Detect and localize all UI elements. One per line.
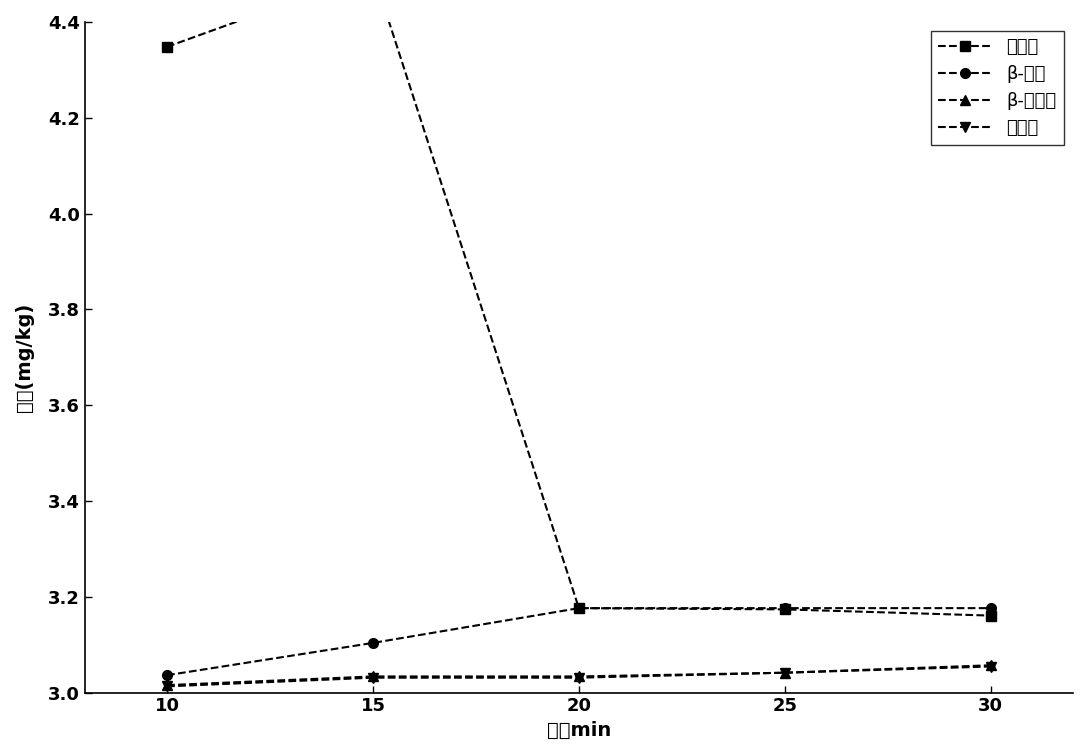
β-细辛醒 — [161, 680, 174, 689]
黄樟素 — [778, 668, 791, 677]
Line: β-萊酚: β-萊酚 — [162, 603, 996, 680]
Line: β-细辛醒: β-细辛醒 — [162, 661, 996, 690]
黄樟素 — [572, 673, 585, 683]
β-萊酚 — [367, 639, 380, 648]
β-萊酚 — [778, 603, 791, 612]
β-细辛醒 — [778, 668, 791, 677]
苝麻酚 — [572, 603, 585, 612]
β-萊酚 — [985, 603, 998, 612]
X-axis label: 时间min: 时间min — [547, 721, 611, 740]
Legend: 苝麻酚, β-萊酚, β-细辛醒, 黄樟素: 苝麻酚, β-萊酚, β-细辛醒, 黄樟素 — [931, 31, 1064, 144]
黄樟素 — [161, 682, 174, 691]
Line: 黄樟素: 黄樟素 — [162, 661, 996, 692]
苝麻酚 — [985, 611, 998, 620]
黄樟素 — [367, 673, 380, 683]
苝麻酚 — [778, 605, 791, 614]
β-细辛醒 — [985, 661, 998, 670]
Y-axis label: 含量(mg/kg): 含量(mg/kg) — [15, 303, 34, 412]
Line: 苝麻酚: 苝麻酚 — [162, 0, 996, 621]
黄樟素 — [985, 662, 998, 671]
β-萊酚 — [161, 670, 174, 680]
苝麻酚 — [161, 42, 174, 51]
β-细辛醒 — [572, 672, 585, 681]
β-萊酚 — [572, 603, 585, 612]
β-细辛醒 — [367, 672, 380, 681]
